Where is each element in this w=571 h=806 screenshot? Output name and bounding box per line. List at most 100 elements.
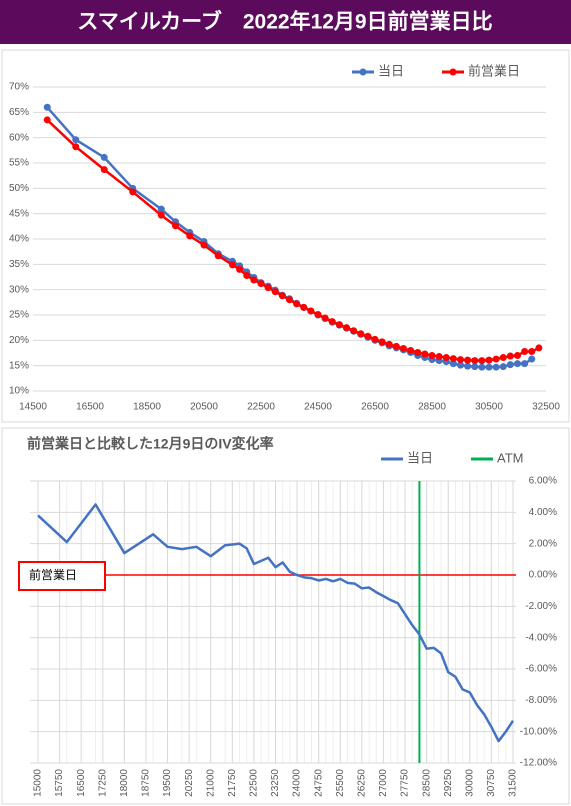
reference-label: 前営業日 xyxy=(29,567,77,582)
y-tick-label: 20% xyxy=(9,335,29,346)
x-tick-label: 19500 xyxy=(162,769,173,797)
y-tick-label: 65% xyxy=(9,107,29,118)
x-tick-label: 22500 xyxy=(247,402,275,413)
marker xyxy=(506,361,514,369)
x-tick-label: 15750 xyxy=(54,769,65,797)
legend-label: 当日 xyxy=(407,450,433,465)
x-tick-label: 26250 xyxy=(357,769,368,797)
marker xyxy=(471,363,479,371)
x-tick-label: 21750 xyxy=(227,769,238,797)
marker xyxy=(200,241,208,249)
legend-label: 当日 xyxy=(378,63,404,78)
marker xyxy=(307,307,315,315)
header-bar xyxy=(0,0,571,44)
marker xyxy=(521,360,529,368)
marker xyxy=(514,352,521,360)
y-tick-label: 30% xyxy=(9,284,29,295)
marker xyxy=(350,327,358,335)
legend-label: ATM xyxy=(497,450,523,465)
marker xyxy=(335,321,343,329)
x-tick-label: 25500 xyxy=(335,769,346,797)
marker xyxy=(492,363,500,371)
y-tick-label: 6.00% xyxy=(529,476,557,487)
marker xyxy=(449,360,457,368)
marker xyxy=(521,347,529,355)
legend-marker xyxy=(359,68,367,76)
x-tick-label: 16500 xyxy=(76,402,104,413)
marker xyxy=(278,292,286,300)
marker xyxy=(250,276,258,284)
x-tick-label: 24000 xyxy=(292,769,303,797)
marker xyxy=(300,303,308,311)
y-tick-label: -8.00% xyxy=(525,695,557,706)
marker xyxy=(528,355,536,363)
x-tick-label: 20250 xyxy=(184,769,195,797)
y-tick-label: 2.00% xyxy=(529,538,557,549)
x-tick-label: 14500 xyxy=(19,402,47,413)
marker xyxy=(499,354,507,362)
legend-label: 前営業日 xyxy=(468,63,520,78)
x-tick-label: 24750 xyxy=(313,769,324,797)
y-tick-label: 60% xyxy=(9,132,29,143)
x-tick-label: 31500 xyxy=(508,769,519,797)
chart-title: 前営業日と比較した12月9日のIV変化率 xyxy=(27,436,274,452)
marker xyxy=(485,363,493,371)
y-tick-label: 4.00% xyxy=(529,507,557,518)
y-tick-label: -10.00% xyxy=(520,726,557,737)
marker xyxy=(100,166,108,174)
marker xyxy=(229,261,236,269)
marker xyxy=(72,143,80,151)
marker xyxy=(343,324,350,332)
marker xyxy=(457,356,464,364)
y-tick-label: 25% xyxy=(9,310,29,321)
marker xyxy=(499,363,507,371)
x-tick-label: 17250 xyxy=(97,769,108,797)
marker xyxy=(414,348,422,356)
marker xyxy=(236,265,244,273)
x-tick-label: 15000 xyxy=(33,769,44,797)
marker xyxy=(528,347,536,355)
marker xyxy=(449,355,457,363)
marker xyxy=(392,342,400,350)
marker xyxy=(286,296,293,304)
x-tick-label: 18750 xyxy=(141,769,152,797)
marker xyxy=(385,340,393,348)
marker xyxy=(421,350,429,358)
series-line xyxy=(37,503,515,743)
x-tick-label: 32500 xyxy=(532,402,560,413)
marker xyxy=(442,354,450,362)
chart-frame xyxy=(1,427,570,805)
marker xyxy=(400,344,407,352)
marker xyxy=(478,363,486,371)
marker xyxy=(293,300,301,308)
marker xyxy=(535,344,543,352)
y-tick-label: 55% xyxy=(9,158,29,169)
marker xyxy=(72,136,80,144)
y-tick-label: 15% xyxy=(9,360,29,371)
marker xyxy=(257,280,265,288)
y-tick-label: 70% xyxy=(9,82,29,93)
marker xyxy=(129,188,137,196)
y-tick-label: -4.00% xyxy=(525,632,557,643)
legend-marker xyxy=(449,68,457,76)
marker xyxy=(271,288,279,296)
y-tick-label: -2.00% xyxy=(525,601,557,612)
x-tick-label: 30500 xyxy=(475,402,503,413)
y-tick-label: -6.00% xyxy=(525,664,557,675)
y-tick-label: 0.00% xyxy=(529,570,557,581)
marker xyxy=(243,271,251,279)
marker xyxy=(157,211,165,219)
x-tick-label: 28500 xyxy=(421,769,432,797)
x-tick-label: 30750 xyxy=(486,769,497,797)
x-tick-label: 28500 xyxy=(418,402,446,413)
x-tick-label: 20500 xyxy=(190,402,218,413)
marker xyxy=(506,352,514,360)
marker xyxy=(172,222,179,230)
x-tick-label: 29250 xyxy=(443,769,454,797)
marker xyxy=(428,352,436,360)
marker xyxy=(485,356,493,364)
y-tick-label: 50% xyxy=(9,183,29,194)
marker xyxy=(43,103,51,111)
y-tick-label: 35% xyxy=(9,259,29,270)
